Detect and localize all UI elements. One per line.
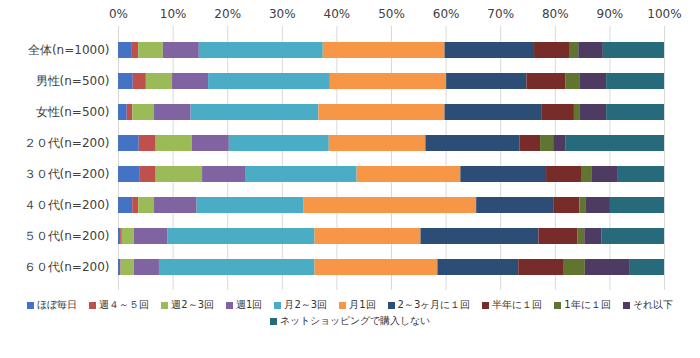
svg-text:60%: 60%: [433, 7, 460, 21]
svg-text:50%: 50%: [378, 7, 405, 21]
svg-text:80%: 80%: [542, 7, 569, 21]
svg-text:男性(n=500): 男性(n=500): [36, 74, 110, 88]
html-text:半年に１回: 半年に１回: [492, 299, 543, 310]
svg-text:６０代(n=200): ６０代(n=200): [24, 260, 110, 274]
html-text:月1回: 月1回: [349, 299, 376, 310]
html-text:月2～3回: 月2～3回: [284, 299, 328, 310]
html-text:それ以下: それ以下: [632, 299, 673, 310]
html-text:週2～3回: 週2～3回: [171, 299, 215, 310]
svg-text:0%: 0%: [109, 7, 128, 21]
svg-text:100%: 100%: [647, 7, 681, 21]
html-text:週４～５回: 週４～５回: [99, 299, 150, 310]
svg-text:90%: 90%: [597, 7, 624, 21]
svg-text:10%: 10%: [160, 7, 187, 21]
svg-text:全体(n=1000): 全体(n=1000): [28, 43, 110, 57]
html-text:ほぼ毎日: ほぼ毎日: [37, 299, 78, 310]
svg-text:３０代(n=200): ３０代(n=200): [24, 167, 110, 181]
svg-text:２０代(n=200): ２０代(n=200): [24, 136, 110, 150]
html-text:2～3ヶ月に１回: 2～3ヶ月に１回: [397, 299, 471, 310]
svg-text:女性(n=500): 女性(n=500): [36, 105, 110, 119]
svg-text:70%: 70%: [487, 7, 514, 21]
html-text:1年に１回: 1年に１回: [564, 299, 611, 310]
html-text:週1回: 週1回: [236, 299, 263, 310]
svg-text:20%: 20%: [214, 7, 241, 21]
svg-text:30%: 30%: [269, 7, 296, 21]
svg-text:４０代(n=200): ４０代(n=200): [24, 198, 110, 212]
svg-text:40%: 40%: [324, 7, 351, 21]
html-text:ネットショッピングで購入しない: ネットショッピングで購入しない: [280, 315, 430, 326]
svg-text:５０代(n=200): ５０代(n=200): [24, 229, 110, 243]
